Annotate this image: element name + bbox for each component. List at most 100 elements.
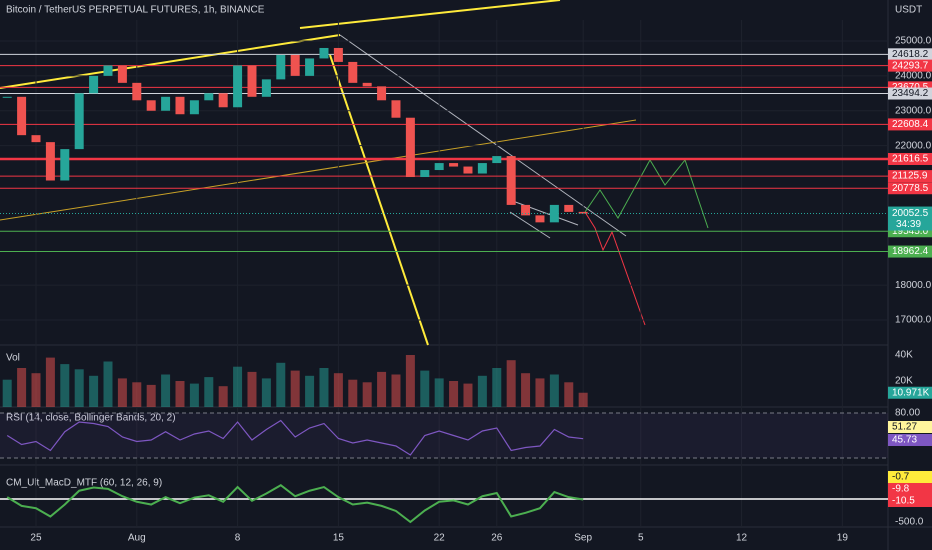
x-tick-label: 26 bbox=[491, 533, 503, 544]
candle bbox=[74, 93, 84, 150]
symbol-title: Bitcoin / TetherUS PERPETUAL FUTURES, 1h… bbox=[6, 5, 265, 16]
trendline bbox=[0, 34, 341, 89]
macd-badge: -9.8 bbox=[892, 484, 910, 495]
rsi-badge-bg bbox=[888, 434, 932, 446]
volume-bar bbox=[434, 378, 444, 407]
volume-bar bbox=[463, 383, 473, 407]
volume-bar bbox=[420, 370, 430, 407]
x-tick-label: 22 bbox=[434, 533, 446, 544]
candle bbox=[45, 142, 55, 181]
volume-bar bbox=[564, 382, 574, 407]
volume-bar bbox=[290, 370, 300, 407]
level-badge-bg bbox=[888, 87, 932, 100]
candle bbox=[233, 65, 243, 108]
level-badge: 21616.5 bbox=[892, 154, 929, 165]
level-badge-bg bbox=[888, 59, 932, 72]
y-tick-label: 18000.0 bbox=[895, 280, 932, 291]
level-badge: 18962.4 bbox=[892, 246, 929, 257]
level-badge: 23670.5 bbox=[892, 82, 929, 93]
rsi-badge: 45.73 bbox=[892, 435, 917, 446]
volume-bar bbox=[103, 361, 113, 407]
rsi-badge: 51.27 bbox=[892, 422, 917, 433]
volume-bar bbox=[60, 364, 70, 407]
macd-badge: -0.7 bbox=[892, 472, 910, 483]
candle bbox=[377, 86, 387, 101]
x-tick-label: 25 bbox=[30, 533, 42, 544]
volume-badge: 10.971K bbox=[892, 387, 930, 398]
volume-bar bbox=[189, 383, 199, 407]
volume-bar bbox=[362, 382, 372, 407]
candle bbox=[362, 82, 372, 87]
candle bbox=[506, 156, 516, 205]
channel bbox=[509, 211, 551, 239]
candle bbox=[348, 61, 358, 83]
candle bbox=[405, 117, 415, 178]
level-badge: 24618.2 bbox=[892, 49, 929, 60]
level-badge-bg bbox=[888, 245, 932, 258]
volume-bar bbox=[506, 360, 516, 407]
y-tick-label: 80.00 bbox=[895, 408, 920, 419]
candle bbox=[132, 82, 142, 101]
volume-bar bbox=[17, 368, 27, 407]
volume-bar bbox=[161, 374, 171, 407]
channel bbox=[509, 199, 579, 226]
candle bbox=[535, 215, 545, 223]
volume-bar bbox=[333, 373, 343, 407]
candle bbox=[319, 47, 329, 59]
x-tick-label: Sep bbox=[574, 533, 592, 544]
volume-bar bbox=[175, 381, 185, 407]
y-tick-label: 25000.0 bbox=[895, 36, 932, 47]
macd-line bbox=[6, 484, 584, 524]
candle bbox=[261, 79, 271, 97]
volume-bar bbox=[319, 368, 329, 407]
y-tick-label: 22000.0 bbox=[895, 140, 932, 151]
candle bbox=[434, 163, 444, 171]
candle bbox=[333, 47, 343, 62]
x-tick-label: 12 bbox=[736, 533, 748, 544]
candle bbox=[477, 163, 487, 174]
trendline bbox=[299, 0, 561, 29]
trendline bbox=[329, 54, 429, 346]
x-tick-label: 15 bbox=[333, 533, 345, 544]
volume-bar bbox=[391, 374, 401, 407]
y-tick-label: 17000.0 bbox=[895, 315, 932, 326]
level-badge-bg bbox=[888, 170, 932, 183]
volume-bar bbox=[132, 382, 142, 407]
level-badge-bg bbox=[888, 118, 932, 131]
candle bbox=[549, 204, 559, 223]
level-badge: 22608.4 bbox=[892, 119, 929, 130]
candle bbox=[189, 100, 199, 115]
level-badge-bg bbox=[888, 48, 932, 61]
level-badge: 24293.7 bbox=[892, 60, 929, 71]
candle bbox=[146, 100, 156, 111]
candle bbox=[578, 211, 588, 214]
volume-bar bbox=[146, 384, 156, 407]
volume-badge-bg bbox=[888, 386, 932, 399]
volume-bar bbox=[449, 381, 459, 407]
volume-bar bbox=[89, 375, 99, 407]
trendline bbox=[0, 119, 637, 221]
volume-bar bbox=[535, 378, 545, 407]
level-badge-bg bbox=[888, 152, 932, 165]
countdown: 34:39 bbox=[896, 219, 921, 230]
x-tick-label: 8 bbox=[235, 533, 241, 544]
y-tick-label: 20K bbox=[895, 376, 913, 387]
x-tick-label: Aug bbox=[128, 533, 146, 544]
y-tick-label: -500.0 bbox=[895, 517, 924, 528]
currency: USDT bbox=[895, 5, 922, 16]
last-price-badge-bg bbox=[888, 206, 932, 231]
volume-bar bbox=[2, 379, 12, 407]
candle bbox=[420, 170, 430, 178]
volume-title: Vol bbox=[6, 353, 20, 364]
volume-bar bbox=[377, 371, 387, 407]
candle bbox=[564, 204, 574, 212]
rsi-title: RSI (14, close, Bollinger Bands, 20, 2) bbox=[6, 413, 176, 424]
candle bbox=[391, 100, 401, 118]
level-badge: 19545.0 bbox=[892, 226, 929, 237]
x-tick-label: 5 bbox=[638, 533, 644, 544]
y-tick-label: 23000.0 bbox=[895, 105, 932, 116]
volume-bar bbox=[247, 371, 257, 407]
macd-badge-bg bbox=[888, 471, 932, 483]
candle bbox=[31, 135, 41, 143]
